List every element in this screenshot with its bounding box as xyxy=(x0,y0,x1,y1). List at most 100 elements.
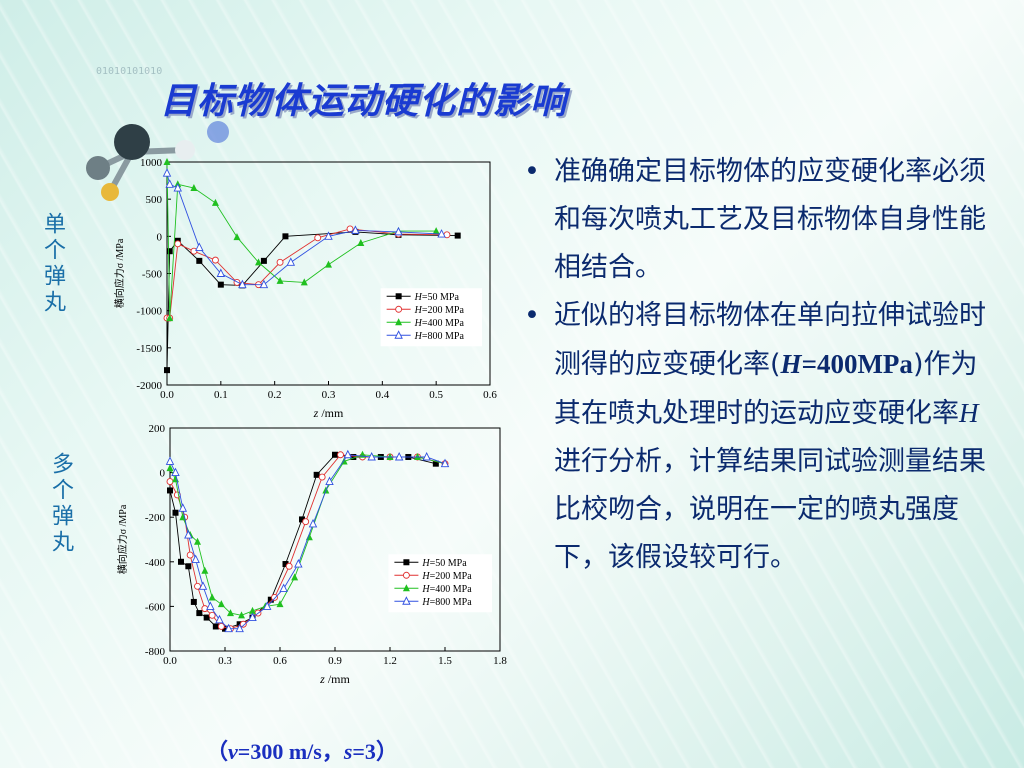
data-point-s4 xyxy=(171,467,180,477)
x-axis-label: z /mm xyxy=(313,406,344,420)
y-tick-label: -400 xyxy=(145,557,166,569)
data-point-s2 xyxy=(318,473,326,481)
y-tick-label: 1000 xyxy=(140,157,163,169)
bullet-var-h2: H xyxy=(959,398,979,428)
bullet-text-2c: 进行分析，计算结果同试验测量结果比校吻合，说明在一定的喷丸强度下，该假设较可行。 xyxy=(554,446,986,573)
chart-single-shot: 0.0 0.1 0.2 0.3 0.4 0.5 0.6 1000 500 0 -500 -1000 -1… xyxy=(113,157,497,420)
bullet-text-2b: )作为其在喷丸处理时的运动应变硬化率 xyxy=(554,349,978,429)
x-tick-label: 1.2 xyxy=(383,655,397,667)
data-point-s4 xyxy=(178,503,188,512)
caption-s-value: =3 xyxy=(352,739,376,764)
legend-marker xyxy=(403,559,410,566)
bullet-dot: • xyxy=(524,300,540,331)
data-point-s2 xyxy=(285,562,293,570)
data-point-s1 xyxy=(350,453,357,460)
data-point-s3 xyxy=(190,184,198,192)
y-tick-label: 500 xyxy=(146,194,163,206)
label-multi-shot: 多个弹丸 xyxy=(48,452,73,556)
data-point-s3 xyxy=(166,314,174,322)
data-point-s3 xyxy=(249,606,256,614)
data-point-s4 xyxy=(235,623,244,633)
data-point-s3 xyxy=(255,258,263,266)
data-point-s1 xyxy=(282,233,289,240)
bullet-text-2a: 近似的将目标物体在单向拉伸试验时测得的应变硬化率( xyxy=(554,300,986,380)
data-point-s4 xyxy=(191,554,200,564)
legend-marker xyxy=(394,330,403,339)
y-tick-label: -600 xyxy=(145,601,166,613)
data-point-s3 xyxy=(276,276,284,284)
data-point-s1 xyxy=(222,625,228,632)
legend-marker xyxy=(402,596,411,605)
bullet-h-value: =400MPa xyxy=(801,349,913,379)
data-point-s4 xyxy=(324,231,333,240)
data-point-s4 xyxy=(440,458,450,468)
data-point-s4 xyxy=(165,179,174,188)
data-point-s2 xyxy=(337,451,344,459)
legend-marker xyxy=(395,318,403,326)
data-point-s2 xyxy=(276,258,284,266)
data-point-s1 xyxy=(260,257,267,264)
x-tick-label: 0.2 xyxy=(268,389,282,401)
data-point-s2 xyxy=(186,551,194,559)
data-point-s1 xyxy=(178,558,184,565)
data-point-s1 xyxy=(217,281,224,288)
data-point-s1 xyxy=(299,516,305,523)
chart-multi-shot: 0.0 0.3 0.6 0.9 1.2 1.5 1.8 200 0 -200 -400 -600 -80… xyxy=(116,423,507,686)
data-point-s1 xyxy=(196,257,203,264)
slide-title: 目标物体运动硬化的影响 xyxy=(160,81,568,122)
data-point-s4 xyxy=(248,612,257,622)
data-point-s4 xyxy=(173,183,182,192)
data-point-s3 xyxy=(414,452,421,460)
data-point-s1 xyxy=(332,451,338,458)
data-point-s1 xyxy=(282,561,289,568)
molecule-decoration xyxy=(86,121,229,201)
y-tick-label: -1000 xyxy=(136,306,162,318)
data-point-s4 xyxy=(262,601,272,610)
data-point-s4 xyxy=(294,559,303,568)
legend-entry: H=200 MPa xyxy=(421,571,472,582)
x-axis-label: z /mm xyxy=(319,672,350,686)
y-tick-label: -800 xyxy=(145,646,166,658)
data-point-s1 xyxy=(313,471,320,478)
data-point-s1 xyxy=(203,614,210,621)
data-point-s1 xyxy=(267,596,274,603)
data-point-s1 xyxy=(185,563,192,570)
legend-entry: H=50 MPa xyxy=(414,292,460,303)
data-point-s1 xyxy=(454,232,461,239)
data-point-s3 xyxy=(357,239,365,247)
data-point-s4 xyxy=(286,257,296,266)
caption-open: （ xyxy=(206,739,229,764)
data-point-s4 xyxy=(162,168,172,177)
data-point-s2 xyxy=(211,256,219,264)
legend-marker xyxy=(402,571,410,579)
caption-v: v xyxy=(228,739,238,764)
data-point-s3 xyxy=(432,227,440,235)
series-line-4 xyxy=(166,172,442,286)
data-point-s2 xyxy=(271,594,278,601)
data-point-s4 xyxy=(279,583,288,593)
data-point-s3 xyxy=(233,233,241,241)
data-point-s4 xyxy=(351,225,360,234)
data-point-s2 xyxy=(208,611,216,619)
x-tick-label: 1.8 xyxy=(493,655,507,667)
data-point-s3 xyxy=(172,475,179,483)
caption-v-value: =300 m/s， xyxy=(237,739,344,764)
binary-decoration: 01010101010 xyxy=(96,66,163,77)
data-point-s3 xyxy=(166,464,174,472)
legend-marker xyxy=(402,584,410,592)
data-point-s4 xyxy=(216,268,226,277)
bullet-item-2: • 近似的将目标物体在单向拉伸试验时测得的应变硬化率( H =400MPa)作为其在… xyxy=(518,292,988,582)
data-point-s2 xyxy=(166,478,174,485)
data-point-s2 xyxy=(302,518,310,526)
legend-entry: H=400 MPa xyxy=(421,584,472,595)
label-single-shot: 单个弹丸 xyxy=(40,212,65,316)
data-point-s3 xyxy=(227,609,234,617)
data-point-s4 xyxy=(394,226,403,236)
data-point-s3 xyxy=(217,600,225,608)
x-tick-label: 0.3 xyxy=(322,389,336,401)
data-point-s4 xyxy=(184,530,193,539)
caption-s: s xyxy=(343,739,353,764)
legend-marker xyxy=(395,305,403,313)
bullet-item-1: • 准确确定目标物体的应变硬化率必须和每次喷丸工艺及目标物体自身性能相结合。 xyxy=(518,148,988,292)
data-point-s3 xyxy=(276,600,284,608)
